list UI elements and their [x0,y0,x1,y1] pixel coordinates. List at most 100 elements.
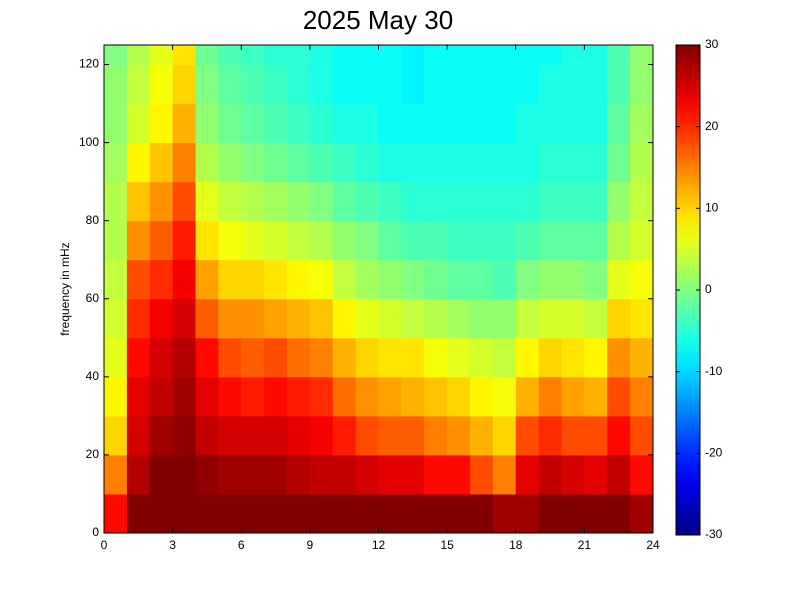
heat-cell [287,142,311,183]
heat-cell [195,142,219,183]
x-tick-label: 21 [578,538,592,552]
heat-cell [126,454,151,495]
heat-cell [218,142,242,183]
heat-cell [538,142,562,183]
heat-cell [515,259,540,300]
heat-cell [355,45,379,66]
heat-cell [492,298,517,339]
x-tick-label: 24 [646,538,660,552]
heat-cell [195,376,219,417]
heat-cell [630,337,654,378]
heat-cell [355,415,379,456]
heat-cell [492,337,517,378]
heat-cell [561,454,585,495]
heat-cell [538,454,562,495]
heat-cell [218,45,242,66]
heat-cell [218,298,242,339]
heat-cell [126,181,151,222]
heat-cell [355,181,379,222]
heat-cell [309,454,334,495]
heat-cell [287,454,311,495]
heat-cell [538,376,562,417]
heat-cell [515,337,540,378]
x-tick-label: 0 [101,538,108,552]
heat-cell [355,454,379,495]
heat-cell [172,45,196,66]
heat-cell [355,298,379,339]
heat-cell [607,415,631,456]
x-tick-label: 18 [509,538,523,552]
heat-cell [378,376,402,417]
heat-cell [149,493,174,534]
heat-cell [149,142,174,183]
heat-cell [584,298,608,339]
heat-cell [264,103,288,144]
heat-cell [355,376,379,417]
heat-cell [309,64,334,105]
y-tick-label: 120 [79,57,99,71]
heat-cell [241,220,265,261]
heat-cell [332,142,357,183]
heat-cell [104,376,128,417]
heat-cell [401,220,425,261]
heat-cell [492,142,517,183]
heat-cell [309,259,334,300]
heat-cell [492,64,517,105]
heat-cell [378,142,402,183]
heat-cell [401,493,425,534]
heat-cell [264,220,288,261]
heat-cell [104,64,128,105]
heat-cell [470,181,494,222]
heat-cell [630,259,654,300]
heat-cell [309,337,334,378]
heat-cell [172,259,196,300]
heat-cell [287,493,311,534]
heat-cell [561,220,585,261]
y-tick-label: 60 [86,291,100,305]
y-tick-label: 0 [92,525,99,539]
heat-cell [126,415,151,456]
heat-cell [607,220,631,261]
heat-cell [470,142,494,183]
heat-cell [630,415,654,456]
heat-cell [538,337,562,378]
heat-cell [264,415,288,456]
heat-cell [241,103,265,144]
x-tick-label: 9 [307,538,314,552]
heat-cell [355,64,379,105]
heat-cell [470,103,494,144]
heat-cell [584,103,608,144]
heat-cell [424,181,448,222]
heat-cell [195,298,219,339]
heat-cell [149,64,174,105]
heat-cell [218,454,242,495]
heat-cell [630,45,654,66]
heat-cell [172,220,196,261]
heat-cell [195,45,219,66]
heat-cell [332,181,357,222]
heat-cell [149,220,174,261]
heat-cell [470,493,494,534]
heat-cell [218,259,242,300]
heat-cell [630,493,654,534]
heat-cell [309,298,334,339]
heat-cell [515,103,540,144]
heat-cell [195,415,219,456]
heat-cell [149,298,174,339]
heat-cell [355,103,379,144]
heat-cell [378,493,402,534]
heat-cell [401,415,425,456]
colorbar-tick-label: -10 [705,364,723,378]
heat-cell [538,493,562,534]
heat-cell [447,142,471,183]
heat-cell [447,45,471,66]
heat-cell [332,415,357,456]
heat-cell [355,493,379,534]
heat-cell [630,64,654,105]
heat-cell [264,181,288,222]
heat-cell [172,493,196,534]
heat-cell [104,45,128,66]
heat-cell [172,142,196,183]
heat-cell [241,45,265,66]
heat-cell [241,142,265,183]
